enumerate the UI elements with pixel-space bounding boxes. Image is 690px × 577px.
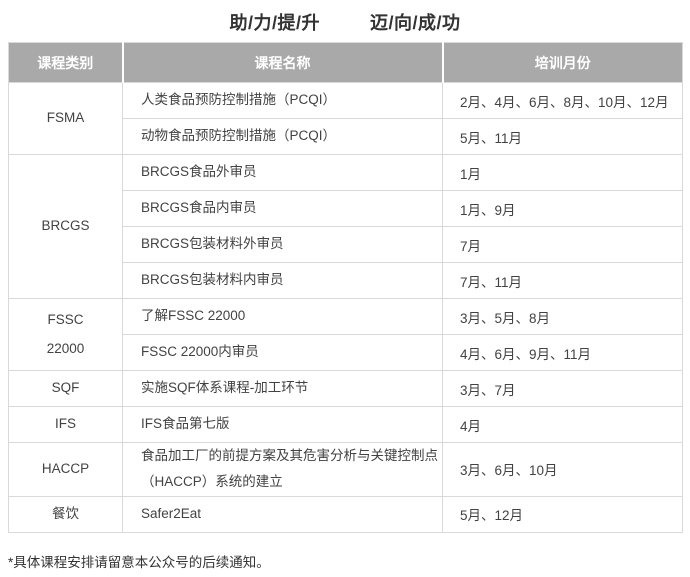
header-category: 课程类别 (8, 42, 124, 83)
category-cell: 餐饮 (8, 495, 123, 533)
table-row: SQF 实施SQF体系课程-加工环节 3月、7月 (8, 370, 683, 407)
category-cell: HACCP (8, 442, 123, 497)
course-name-cell: Safer2Eat (122, 495, 443, 533)
months-cell: 3月、7月 (442, 370, 683, 407)
table-row: FSMA 人类食品预防控制措施（PCQI） 2月、4月、6月、8月、10月、12… (8, 82, 683, 155)
months-cell: 4月、6月、9月、11月 (442, 334, 683, 371)
course-name-cell: 动物食品预防控制措施（PCQI） (122, 118, 443, 155)
months-cell: 4月 (442, 406, 683, 443)
table-header-row: 课程类别 课程名称 培训月份 (8, 42, 683, 83)
course-name-cell: 实施SQF体系课程-加工环节 (122, 370, 443, 407)
table-row: BRCGS BRCGS食品外审员 1月 (8, 154, 683, 299)
table-row: 餐饮 Safer2Eat 5月、12月 (8, 495, 683, 533)
table-row: BRCGS包装材料内审员 7月、11月 (9, 262, 683, 299)
course-name-cell: BRCGS包装材料外审员 (122, 226, 443, 263)
title-part-2: 迈/向/成/功 (370, 13, 461, 33)
course-name-cell: 了解FSSC 22000 (122, 298, 443, 335)
category-cell: FSMA (8, 82, 123, 155)
header-course-name: 课程名称 (122, 42, 444, 83)
category-cell: IFS (8, 406, 123, 443)
table-row: FSSC 22000内审员 4月、6月、9月、11月 (9, 334, 683, 371)
table-row: 动物食品预防控制措施（PCQI） 5月、11月 (9, 118, 683, 155)
months-cell: 5月、11月 (442, 118, 683, 155)
months-cell: 3月、6月、10月 (442, 442, 683, 497)
course-name-cell: IFS食品第七版 (122, 406, 443, 443)
course-name-cell: BRCGS包装材料内审员 (122, 262, 443, 299)
category-cell: SQF (8, 370, 123, 407)
months-cell: 3月、5月、8月 (442, 298, 683, 335)
months-cell: 2月、4月、6月、8月、10月、12月 (442, 82, 683, 119)
table-row: BRCGS包装材料外审员 7月 (9, 226, 683, 263)
page-title: 助/力/提/升 迈/向/成/功 (0, 9, 690, 35)
course-name-cell: BRCGS食品内审员 (122, 190, 443, 227)
months-cell: 7月、11月 (442, 262, 683, 299)
course-name-cell: 人类食品预防控制措施（PCQI） (122, 82, 443, 119)
table-row: HACCP 食品加工厂的前提方案及其危害分析与关键控制点 （HACCP）系统的建… (8, 442, 683, 497)
training-schedule-table: 课程类别 课程名称 培训月份 FSMA 人类食品预防控制措施（PCQI） 2月、… (8, 42, 683, 533)
course-name-cell: 食品加工厂的前提方案及其危害分析与关键控制点 （HACCP）系统的建立 (122, 442, 443, 497)
category-cell: BRCGS (8, 154, 123, 299)
table-row: IFS IFS食品第七版 4月 (8, 406, 683, 443)
course-name-cell: BRCGS食品外审员 (122, 154, 443, 191)
header-training-months: 培训月份 (442, 42, 683, 83)
category-cell: FSSC 22000 (8, 298, 123, 371)
course-name-cell: FSSC 22000内审员 (122, 334, 443, 371)
months-cell: 7月 (442, 226, 683, 263)
table-row: FSSC 22000 了解FSSC 22000 3月、5月、8月 (8, 298, 683, 371)
footnote: *具体课程安排请留意本公众号的后续通知。 (8, 554, 270, 570)
title-part-1: 助/力/提/升 (229, 13, 320, 33)
months-cell: 1月 (442, 154, 683, 191)
months-cell: 1月、9月 (442, 190, 683, 227)
table-row: BRCGS食品内审员 1月、9月 (9, 190, 683, 227)
months-cell: 5月、12月 (442, 495, 683, 533)
